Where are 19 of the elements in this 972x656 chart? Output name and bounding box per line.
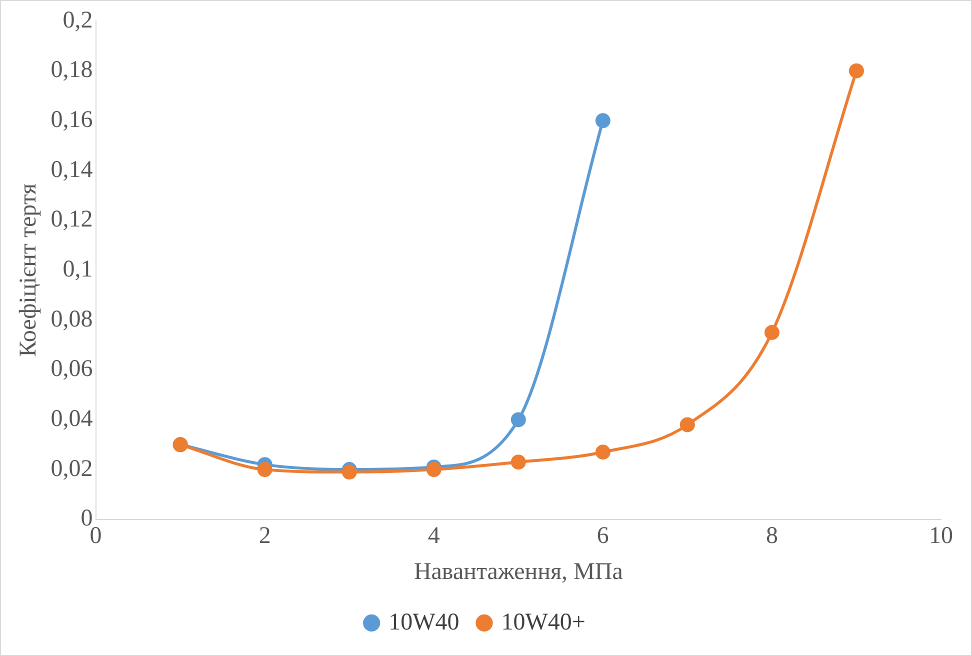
x-tick-label: 8: [766, 523, 778, 550]
x-tick-label: 6: [596, 523, 609, 550]
y-tick-label: 0,08: [50, 306, 93, 332]
y-tick-label: 0,06: [50, 356, 93, 382]
x-tick-label: 4: [428, 523, 440, 550]
y-tick-label: 0,02: [50, 456, 93, 482]
y-tick-label: 0,1: [62, 256, 93, 282]
y-tick-label: 0,2: [62, 7, 93, 34]
y-tick-label: 0,04: [50, 406, 93, 432]
legend-label: 10W40+: [501, 609, 586, 636]
x-tick-label: 10: [929, 523, 953, 550]
legend-label: 10W40: [388, 609, 460, 636]
y-tick-label: 0,18: [50, 57, 93, 84]
y-tick-label: 0,14: [50, 156, 93, 183]
x-tick-label: 2: [258, 523, 271, 550]
y-tick-label: 0,12: [50, 206, 93, 233]
y-axis-title: Коефіцієнт тертя: [16, 183, 42, 357]
x-axis-title: Навантаження, МПа: [414, 558, 624, 585]
y-tick-label: 0,16: [50, 106, 93, 133]
